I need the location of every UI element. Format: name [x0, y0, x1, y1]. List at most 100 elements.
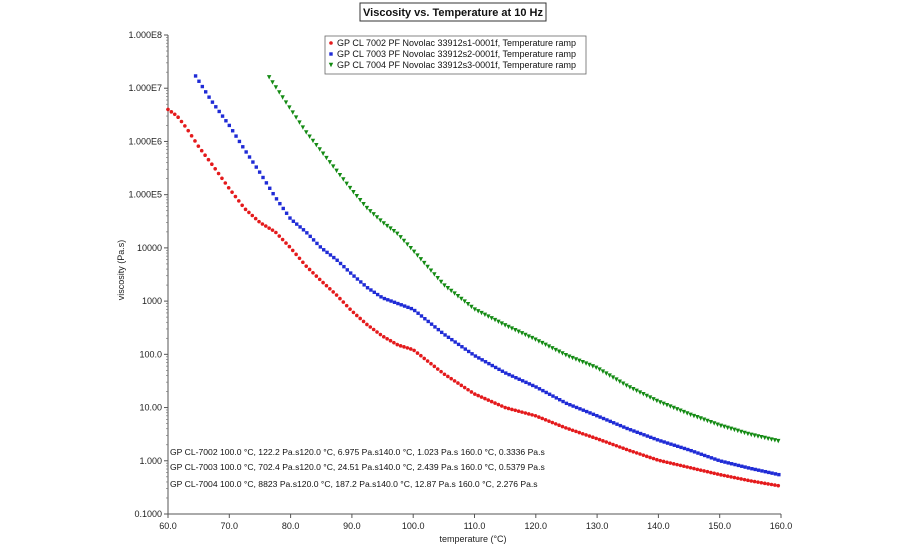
- data-point: [331, 164, 336, 169]
- data-point: [593, 365, 599, 370]
- data-point: [260, 222, 265, 226]
- data-point: [578, 407, 582, 411]
- data-point: [738, 429, 744, 435]
- data-point: [284, 211, 289, 215]
- data-point: [678, 408, 683, 413]
- legend: GP CL 7002 PF Novolac 33912s1-0001f, Tem…: [324, 35, 587, 75]
- data-point: [563, 353, 569, 358]
- data-point: [550, 346, 555, 351]
- data-point: [408, 347, 413, 351]
- data-point: [706, 454, 710, 459]
- data-point: [320, 151, 326, 156]
- data-point: [705, 469, 710, 474]
- data-point: [266, 75, 272, 80]
- data-point: [172, 112, 177, 117]
- data-point: [702, 469, 706, 473]
- data-point: [749, 432, 754, 438]
- x-tick-label: 100.0: [402, 521, 425, 531]
- data-point: [280, 95, 285, 100]
- data-point: [699, 452, 704, 456]
- data-point: [358, 316, 362, 321]
- data-point: [529, 335, 535, 341]
- data-point: [541, 388, 545, 393]
- data-point: [476, 393, 480, 398]
- data-point: [342, 264, 346, 269]
- series-layer: [166, 74, 781, 488]
- x-tick-label: 110.0: [464, 521, 486, 531]
- data-point: [344, 181, 349, 186]
- data-point: [678, 463, 683, 468]
- data-point: [422, 356, 427, 361]
- data-point: [354, 194, 360, 199]
- data-point: [621, 446, 625, 451]
- data-point: [688, 465, 693, 470]
- y-ticks: 0.1000 1.000 10.00 100.0 1000 10000 1.000E5 1.0…: [128, 30, 168, 519]
- data-point: [361, 319, 366, 324]
- data-point: [345, 268, 350, 272]
- data-point: [247, 155, 252, 159]
- data-point: [581, 408, 586, 412]
- data-point: [499, 321, 504, 326]
- data-point: [752, 433, 757, 438]
- data-point: [419, 314, 424, 318]
- data-point: [772, 438, 778, 443]
- series-2: [193, 74, 781, 477]
- data-point: [324, 283, 329, 288]
- data-point: [402, 304, 407, 308]
- data-point: [268, 186, 272, 190]
- data-point: [631, 449, 636, 454]
- data-point: [597, 437, 602, 442]
- data-point: [567, 354, 572, 359]
- data-point: [574, 429, 578, 434]
- data-point: [392, 340, 396, 345]
- y-axis-title: viscosity (Pa.s): [116, 240, 126, 301]
- data-point: [247, 210, 251, 215]
- data-point: [456, 342, 461, 347]
- data-point: [617, 445, 622, 449]
- y-tick-label: 0.1000: [134, 509, 162, 519]
- data-point: [324, 155, 329, 161]
- data-point: [490, 363, 494, 368]
- data-point: [271, 191, 275, 196]
- data-point: [428, 268, 434, 273]
- legend-entry-3: GP CL 7004 PF Novolac 33912s3-0001f, Tem…: [337, 60, 576, 70]
- data-point: [473, 354, 478, 358]
- data-point: [234, 134, 238, 138]
- data-point: [446, 374, 450, 379]
- data-point: [750, 467, 754, 471]
- data-point: [291, 219, 296, 223]
- data-point: [405, 242, 410, 247]
- data-point: [438, 279, 444, 285]
- data-point: [391, 229, 397, 234]
- data-point: [473, 392, 477, 396]
- data-point: [372, 290, 376, 294]
- data-point: [203, 90, 208, 94]
- data-point: [499, 404, 504, 408]
- data-point: [531, 383, 535, 388]
- data-point: [472, 307, 478, 312]
- data-point: [216, 171, 221, 176]
- data-point: [280, 237, 285, 242]
- data-point: [429, 361, 433, 366]
- data-point: [169, 110, 174, 114]
- data-point: [526, 334, 531, 339]
- data-point: [465, 302, 471, 307]
- data-point: [777, 472, 781, 477]
- data-point: [537, 387, 542, 391]
- data-point: [769, 437, 774, 442]
- data-point: [655, 438, 660, 442]
- data-point: [449, 376, 454, 381]
- data-point: [767, 470, 771, 475]
- data-point: [718, 423, 724, 429]
- data-point: [658, 400, 663, 405]
- data-point: [452, 379, 457, 383]
- data-point: [668, 404, 673, 409]
- chart-title: Viscosity vs. Temperature at 10 Hz: [363, 7, 543, 19]
- data-point: [257, 170, 262, 174]
- data-point: [607, 441, 612, 446]
- data-point: [305, 231, 309, 235]
- data-point: [304, 264, 309, 268]
- data-point: [746, 478, 750, 483]
- axes: [167, 35, 781, 515]
